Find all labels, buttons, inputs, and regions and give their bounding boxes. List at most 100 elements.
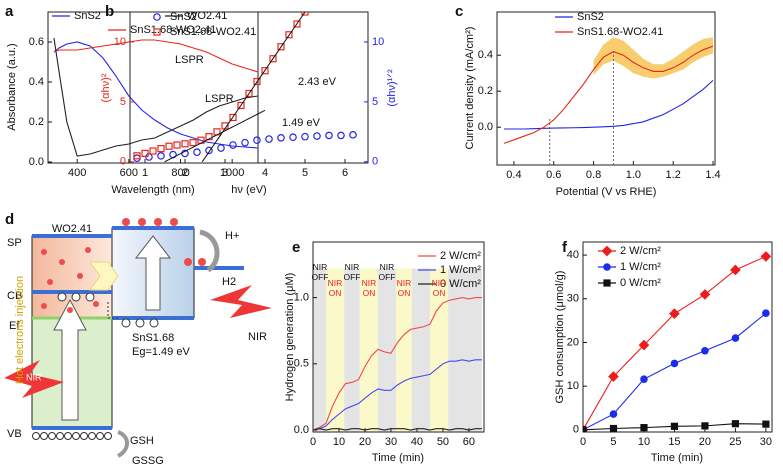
marker (173, 141, 181, 149)
marker (731, 420, 740, 428)
marker (313, 132, 321, 140)
sns-label: SnS1.68 (132, 332, 174, 344)
x-tick-label: 30 (760, 436, 772, 448)
marker (241, 138, 249, 147)
shade-region (429, 268, 449, 432)
series-line (313, 297, 482, 431)
panel-label: f (562, 239, 568, 256)
vb-label: VB (7, 428, 22, 440)
series-line (313, 428, 482, 431)
marker (265, 135, 273, 143)
legend-label: SnS2 (170, 11, 197, 23)
legend-label: SnS2 (74, 10, 101, 22)
uncertainty-band (593, 37, 714, 79)
x-tick-label: 400 (68, 167, 86, 179)
x-tick-label: 20 (359, 436, 371, 448)
x-tick-label: 60 (463, 436, 475, 448)
plot-frame (496, 11, 716, 166)
y-axis-title: (αhν)² (100, 73, 112, 102)
legend-label: 2 W/cm² (620, 245, 661, 257)
marker (760, 251, 772, 262)
marker (701, 346, 709, 355)
sp-label: SP (7, 237, 22, 249)
series-line (503, 45, 714, 144)
x-tick-label: 15 (668, 436, 680, 448)
x-tick-label: 6 (342, 167, 348, 179)
marker (640, 375, 648, 383)
annotation: LSPR (205, 93, 234, 105)
y-tick-label: 10 (114, 36, 126, 48)
marker (157, 152, 165, 160)
shade-region (448, 268, 482, 432)
marker (181, 140, 189, 148)
marker (669, 308, 680, 319)
x-tick-label: 5 (610, 436, 616, 448)
marker (133, 154, 141, 163)
y-axis-title: Absorbance (a.u.) (6, 43, 18, 130)
x-tick-label: 40 (411, 436, 423, 448)
marker (608, 371, 619, 382)
eg-label: Eg=1.49 eV (132, 346, 190, 358)
plot-area (583, 251, 772, 432)
marker (609, 424, 618, 432)
x-tick-label: 50 (437, 436, 449, 448)
marker (762, 420, 770, 428)
x-tick-label: 0.6 (546, 169, 561, 181)
legend-marker (603, 263, 611, 271)
y-axis-title: Current density (mA/cm²) (464, 27, 476, 150)
excitation-arrow (53, 298, 87, 421)
nir-label: NIR (26, 372, 42, 382)
wo-label: WO2.41 (52, 223, 92, 235)
injection-label: Hot electrons injection (14, 276, 26, 384)
marker (205, 146, 213, 155)
x-tick-label: 3 (222, 167, 228, 179)
panel-label: d (5, 211, 14, 228)
y-tick-label: 0.2 (478, 85, 493, 97)
x-tick-label: 5 (302, 167, 308, 179)
marker (640, 424, 648, 432)
marker (237, 101, 245, 110)
legend-marker (601, 245, 613, 257)
marker (289, 133, 297, 142)
shade-region (344, 268, 360, 432)
chart-panel: 0 10 20 30 40 50 60 0.0 0.5 1.0 2 W/cm² 1 W/cm² 0 W/… (284, 239, 485, 464)
y-tick-label: 5 (120, 96, 126, 108)
x-axis-title: Potential (V vs RHE) (556, 186, 657, 198)
chart-panel: 0 5 10 15 20 25 30 0 10 20 30 40 2 W/cm² 1 W/cm² 0 W/c… (554, 239, 773, 464)
y2-tick-label: 0 (372, 156, 378, 168)
marker (325, 131, 333, 140)
annotation: NIR ON (431, 278, 447, 298)
y-tick-label: 0.5 (294, 358, 309, 370)
series-line (53, 39, 258, 73)
y-tick-label: 0.2 (29, 116, 44, 128)
panel-label: e (292, 239, 300, 256)
h2-label: H2 (222, 276, 236, 288)
x-tick-label: 1 (142, 167, 148, 179)
y-axis-title: GSH consumption (μmol/g) (554, 271, 566, 404)
x-tick-label: 10 (333, 436, 345, 448)
x-tick-label: 1.0 (626, 169, 641, 181)
marker (253, 136, 261, 145)
panel-label: b (105, 3, 114, 20)
y-tick-label: 10 (567, 380, 579, 392)
x-tick-label: 1.4 (705, 169, 720, 181)
plot-area (313, 297, 482, 431)
cb-label: CB (7, 290, 22, 302)
marker (701, 422, 709, 430)
marker (699, 289, 711, 300)
y-tick-label: 1.0 (294, 292, 309, 304)
legend-marker (153, 28, 161, 36)
annotation: NIR ON (396, 278, 412, 298)
annotation: LSPR (175, 54, 204, 66)
x-axis-title: hν (eV) (231, 184, 266, 196)
plot-frame (129, 11, 369, 164)
marker (301, 132, 309, 141)
electrons (41, 218, 206, 313)
x-tick-label: 1.2 (666, 169, 681, 181)
plot-frame (582, 241, 773, 433)
band-diagram: d SP CB Ef VB WO2.41 H+ H2 NIR NIR SnS1.… (4, 211, 272, 467)
nir-bolt-right (210, 285, 272, 318)
y-tick-label: 20 (567, 336, 579, 348)
